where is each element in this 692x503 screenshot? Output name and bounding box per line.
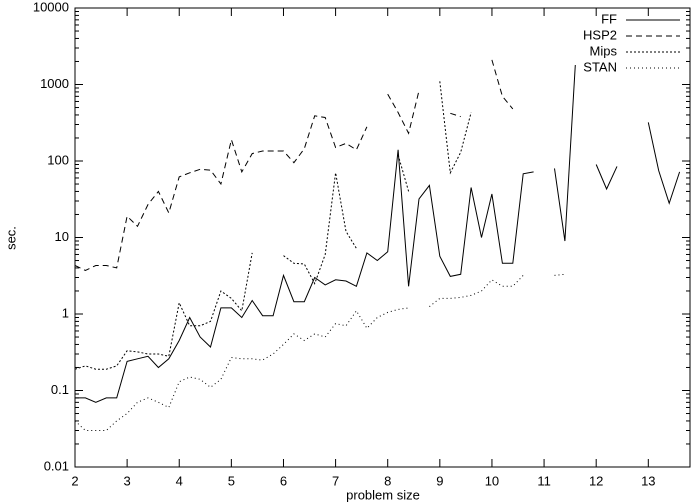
series-line	[74, 59, 514, 272]
legend-label: STAN	[583, 59, 617, 74]
x-tick-label: 5	[228, 473, 235, 488]
x-tick-label: 10	[485, 473, 499, 488]
y-tick-label: 1000	[40, 76, 69, 91]
x-tick-label: 11	[537, 473, 551, 488]
x-tick-label: 8	[384, 473, 391, 488]
series-line	[74, 273, 565, 431]
x-axis-label: problem size	[346, 487, 420, 502]
y-tick-label: 100	[47, 152, 69, 167]
y-tick-label: 0.1	[51, 382, 69, 397]
y-tick-label: 0.01	[44, 458, 69, 473]
series-line	[74, 81, 472, 370]
x-tick-label: 13	[641, 473, 655, 488]
x-tick-label: 6	[280, 473, 287, 488]
legend-label: FF	[601, 11, 617, 26]
x-tick-label: 2	[71, 473, 78, 488]
series-line	[75, 64, 681, 403]
x-tick-label: 7	[332, 473, 339, 488]
x-tick-label: 3	[124, 473, 131, 488]
x-tick-label: 4	[176, 473, 183, 488]
y-axis-label: sec.	[3, 226, 18, 250]
y-tick-label: 1	[62, 305, 69, 320]
x-tick-label: 9	[436, 473, 443, 488]
plot-frame	[74, 7, 691, 468]
y-tick-label: 10	[55, 229, 69, 244]
x-tick-label: 12	[589, 473, 603, 488]
y-tick-label: 10000	[33, 0, 69, 14]
legend-label: Mips	[590, 43, 618, 58]
legend-label: HSP2	[583, 27, 617, 42]
